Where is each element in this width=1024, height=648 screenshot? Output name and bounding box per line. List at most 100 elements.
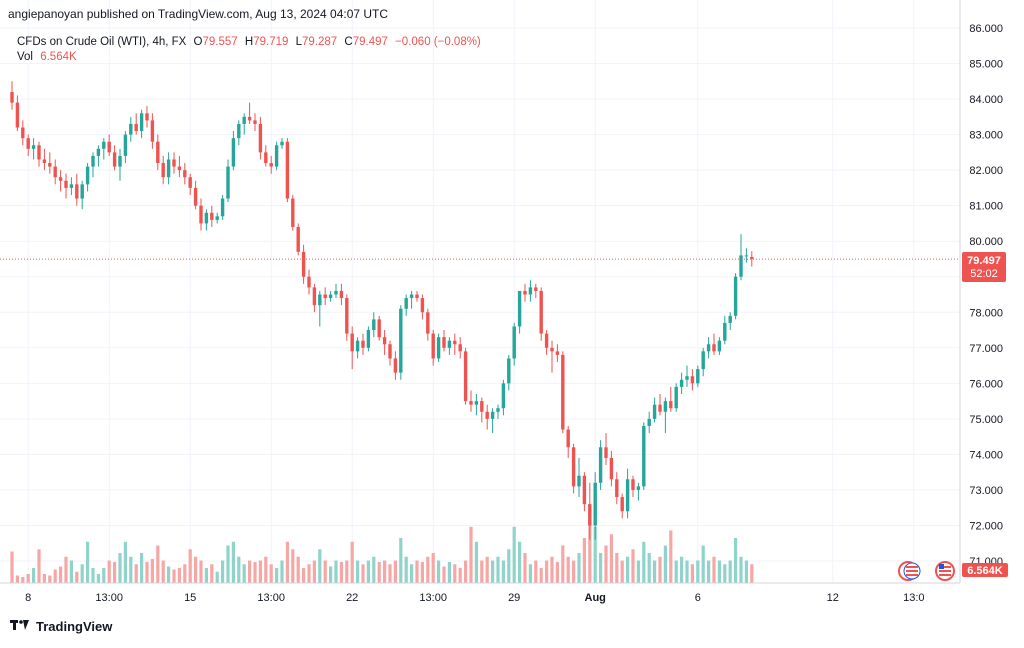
ohlc-legend: CFDs on Crude Oil (WTI), 4h, FX O79.557 … — [17, 36, 481, 63]
volume-bar — [626, 556, 630, 583]
volume-bar — [172, 569, 176, 583]
us-flag-icon[interactable] — [935, 561, 955, 581]
volume-bar — [437, 560, 441, 583]
price-tick-label: 81.000 — [969, 201, 1003, 213]
candle-body — [609, 457, 614, 480]
volume-bar — [431, 553, 435, 583]
price-tick-label: 76.000 — [969, 378, 1003, 390]
candle-body — [247, 116, 252, 121]
candle-body — [264, 152, 268, 164]
volume-bar — [26, 574, 30, 583]
volume-bar — [545, 560, 549, 583]
candle-body — [204, 212, 209, 224]
volume-bar — [91, 568, 95, 583]
volume-bar — [464, 560, 468, 583]
footer-brand[interactable]: TradingView — [10, 619, 112, 634]
volume-bar — [404, 556, 408, 583]
candle-body — [620, 497, 624, 512]
candle-body — [118, 155, 122, 167]
chart-grid — [0, 0, 960, 583]
volume-bar — [512, 526, 516, 583]
volume-bar — [140, 553, 144, 583]
candle-body — [345, 298, 349, 334]
candle-body — [555, 351, 560, 355]
volume-bar — [96, 574, 100, 583]
volume-bar — [491, 560, 495, 583]
candle-body — [604, 447, 608, 458]
volume-bar — [356, 560, 360, 583]
price-tick-label: 72.000 — [969, 520, 1003, 532]
price-tick-label: 82.000 — [969, 165, 1003, 177]
volume-bar — [302, 568, 306, 583]
candle-body — [647, 418, 651, 426]
candle-body — [679, 379, 684, 387]
candle-body — [512, 326, 516, 359]
candle-body — [226, 166, 230, 199]
candle-body — [426, 312, 430, 334]
candle-body — [712, 344, 716, 352]
us-flag-icon[interactable] — [898, 561, 921, 581]
candle-body — [64, 180, 68, 188]
open-label: O — [194, 36, 203, 48]
price-tick-label: 85.000 — [969, 59, 1003, 71]
candle-body — [490, 411, 495, 419]
candle-body — [480, 401, 484, 412]
candle-body — [274, 145, 279, 167]
candle-body — [750, 256, 754, 260]
volume-bar — [285, 541, 289, 583]
volume-bar — [420, 562, 424, 583]
volume-bar — [647, 553, 651, 583]
candle-body — [237, 123, 241, 139]
volume-bar — [161, 560, 165, 583]
volume-bar — [269, 564, 273, 583]
volume-bar — [480, 560, 484, 583]
volume-bar — [15, 575, 19, 583]
volume-bar — [739, 556, 743, 583]
candle-body — [544, 333, 549, 348]
volume-bar — [523, 553, 527, 583]
volume-bar — [118, 553, 122, 583]
candle-body — [663, 401, 668, 412]
candle-body — [80, 184, 84, 199]
volume-bar — [312, 560, 316, 583]
price-tick-label: 78.000 — [969, 307, 1003, 319]
volume-bar — [361, 564, 365, 583]
candle-body — [717, 340, 722, 352]
volume-bar — [102, 568, 106, 583]
candles — [10, 81, 754, 540]
candle-body — [15, 102, 20, 128]
volume-bar — [410, 564, 414, 583]
volume-bar — [264, 556, 268, 583]
time-tick-label: 13:0 — [903, 592, 924, 604]
candle-body — [409, 294, 414, 299]
volume-label: Vol — [17, 51, 33, 63]
volume-bar — [339, 562, 343, 583]
volume-bar — [258, 560, 262, 583]
candle-body — [172, 159, 176, 167]
candle-body — [685, 376, 689, 380]
candle-body — [453, 340, 457, 345]
change-value: −0.060 (−0.08%) — [395, 36, 481, 48]
volume-bar — [550, 556, 554, 583]
volume-bar — [253, 562, 257, 583]
candle-body — [42, 159, 47, 164]
volume-bar — [366, 560, 370, 583]
candle-body — [436, 337, 441, 359]
volume-bar — [631, 549, 635, 583]
candle-body — [528, 287, 533, 295]
volume-bar — [231, 541, 235, 583]
volume-bar — [377, 562, 381, 583]
candle-body — [193, 187, 198, 206]
candle-body — [593, 482, 597, 526]
candle-body — [350, 333, 354, 352]
time-tick-label: 6 — [695, 592, 701, 604]
volume-value: 6.564K — [40, 51, 77, 63]
candle-body — [58, 177, 63, 181]
candle-body — [199, 205, 203, 224]
time-tick-label: 13:00 — [95, 592, 123, 604]
volume-bar — [485, 556, 489, 583]
volume-bar — [69, 560, 73, 583]
candle-body — [393, 358, 398, 373]
